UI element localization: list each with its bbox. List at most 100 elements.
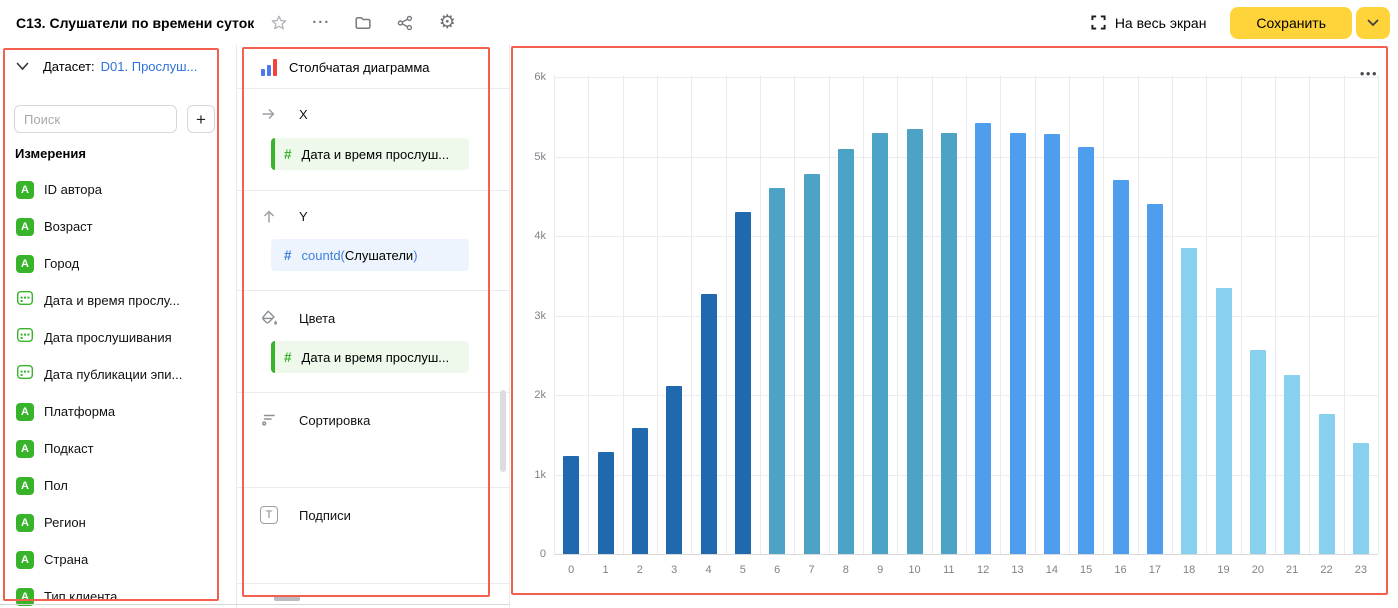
save-dropdown-button[interactable]	[1356, 6, 1390, 39]
gridline-horizontal	[554, 474, 1378, 476]
section-x[interactable]: X	[237, 105, 308, 123]
bar[interactable]	[597, 452, 614, 554]
favorite-star-icon[interactable]	[268, 12, 290, 34]
gridline-vertical	[622, 75, 624, 554]
config-scrollbar[interactable]	[500, 390, 506, 472]
section-colors[interactable]: Цвета	[237, 309, 335, 328]
bar[interactable]	[1352, 443, 1369, 554]
field-item[interactable]: Дата публикации эпи...	[0, 356, 236, 393]
string-field-icon: A	[16, 513, 34, 532]
section-x-label: X	[299, 106, 308, 122]
bar[interactable]	[1249, 350, 1266, 554]
field-item[interactable]: A Пол	[0, 467, 236, 504]
dataset-panel: Датасет: D01. Прослуш... + Измерения A ID…	[0, 45, 237, 608]
bar[interactable]	[837, 148, 854, 554]
y-field-chip[interactable]: # countd( Слушатели )	[271, 239, 469, 271]
x-axis-tick-label: 6	[774, 564, 781, 576]
field-list: A ID автора A Возраст A Город Дата и время про…	[0, 171, 236, 608]
bar[interactable]	[940, 132, 957, 554]
settings-gear-icon[interactable]: ⚙	[438, 12, 456, 33]
field-item[interactable]: A Платформа	[0, 393, 236, 430]
field-item[interactable]: A Подкаст	[0, 430, 236, 467]
x-axis-tick-label: 13	[1011, 564, 1024, 576]
bar[interactable]	[563, 456, 580, 554]
bar[interactable]	[975, 123, 992, 554]
x-axis-tick-label: 10	[908, 564, 921, 576]
more-menu-icon[interactable]: ···	[312, 14, 331, 31]
colors-field-chip[interactable]: # Дата и время прослуш...	[271, 341, 469, 373]
bar[interactable]	[631, 428, 648, 554]
x-axis-tick-label: 21	[1286, 564, 1299, 576]
x-axis-tick-label: 5	[739, 564, 746, 576]
bar[interactable]	[1146, 204, 1163, 554]
x-axis-tick-label: 2	[636, 564, 643, 576]
bar[interactable]	[734, 212, 751, 554]
calendar-icon	[16, 363, 34, 386]
field-label: Город	[44, 256, 80, 271]
x-axis-tick-label: 3	[671, 564, 678, 576]
gridline-vertical	[1103, 75, 1105, 554]
search-row: +	[14, 105, 215, 133]
bar[interactable]	[1318, 414, 1335, 554]
bar[interactable]	[906, 129, 923, 554]
x-axis-tick-label: 0	[568, 564, 575, 576]
field-item[interactable]: Дата прослушивания	[0, 319, 236, 356]
section-y[interactable]: Y	[237, 207, 308, 225]
y-aggregation-open: countd(	[301, 247, 345, 263]
bar[interactable]	[1078, 146, 1095, 554]
string-field-icon: A	[16, 587, 34, 606]
field-item[interactable]: A Город	[0, 245, 236, 282]
bar[interactable]	[872, 132, 889, 554]
gridline-horizontal	[554, 395, 1378, 396]
paint-bucket-icon	[259, 309, 279, 328]
section-sort[interactable]: Сортировка	[237, 411, 370, 429]
gridline-vertical	[725, 75, 727, 554]
gridline-vertical	[554, 75, 555, 554]
fullscreen-button[interactable]: На весь экран	[1091, 15, 1206, 31]
arrow-up-icon	[259, 207, 279, 225]
page-title: C13. Слушатели по времени суток	[16, 14, 255, 31]
field-item[interactable]: A Страна	[0, 541, 236, 578]
section-colors-label: Цвета	[299, 311, 336, 326]
field-item[interactable]: A Регион	[0, 504, 236, 541]
search-input[interactable]	[14, 105, 177, 133]
field-label: Тип клиента	[44, 589, 118, 604]
save-button[interactable]: Сохранить	[1230, 6, 1352, 39]
bar[interactable]	[1043, 134, 1060, 554]
bar[interactable]	[1181, 247, 1198, 554]
section-y-label: Y	[299, 208, 308, 224]
field-item[interactable]: Дата и время прослу...	[0, 282, 236, 319]
bar[interactable]	[1215, 287, 1232, 554]
bar[interactable]	[769, 187, 786, 554]
x-axis-tick-label: 7	[808, 564, 815, 576]
chart-type-selector[interactable]: Столбчатая диаграмма	[237, 59, 430, 76]
bar[interactable]	[1284, 375, 1301, 554]
folder-icon[interactable]	[352, 12, 374, 34]
bar[interactable]	[803, 173, 820, 554]
gridline-vertical	[1309, 75, 1311, 554]
x-field-chip[interactable]: # Дата и время прослуш...	[271, 138, 469, 170]
section-sort-label: Сортировка	[299, 412, 371, 428]
add-field-button[interactable]: +	[187, 105, 215, 133]
arrow-right-icon	[259, 105, 279, 123]
field-item[interactable]: A ID автора	[0, 171, 236, 208]
dataset-link[interactable]: D01. Прослуш...	[100, 59, 198, 74]
field-item[interactable]: A Возраст	[0, 208, 236, 245]
bar[interactable]	[700, 294, 717, 554]
bar[interactable]	[1112, 180, 1129, 554]
bar[interactable]	[666, 386, 683, 554]
section-labels[interactable]: T Подписи	[237, 506, 351, 524]
x-axis-tick-label: 20	[1251, 564, 1264, 576]
y-axis-tick-label: 5k	[534, 150, 546, 163]
string-field-icon: A	[16, 550, 34, 569]
chart-menu-icon[interactable]: •••	[1359, 66, 1378, 81]
y-aggregation-close: )	[413, 247, 418, 263]
toolbar-icons: ··· ⚙	[268, 12, 458, 34]
calendar-icon	[16, 326, 34, 349]
bar[interactable]	[1009, 133, 1026, 554]
collapse-chevron-icon[interactable]	[16, 62, 29, 71]
y-axis-tick-label: 4k	[534, 230, 546, 242]
share-icon[interactable]	[394, 12, 416, 34]
gridline-vertical	[760, 75, 761, 554]
